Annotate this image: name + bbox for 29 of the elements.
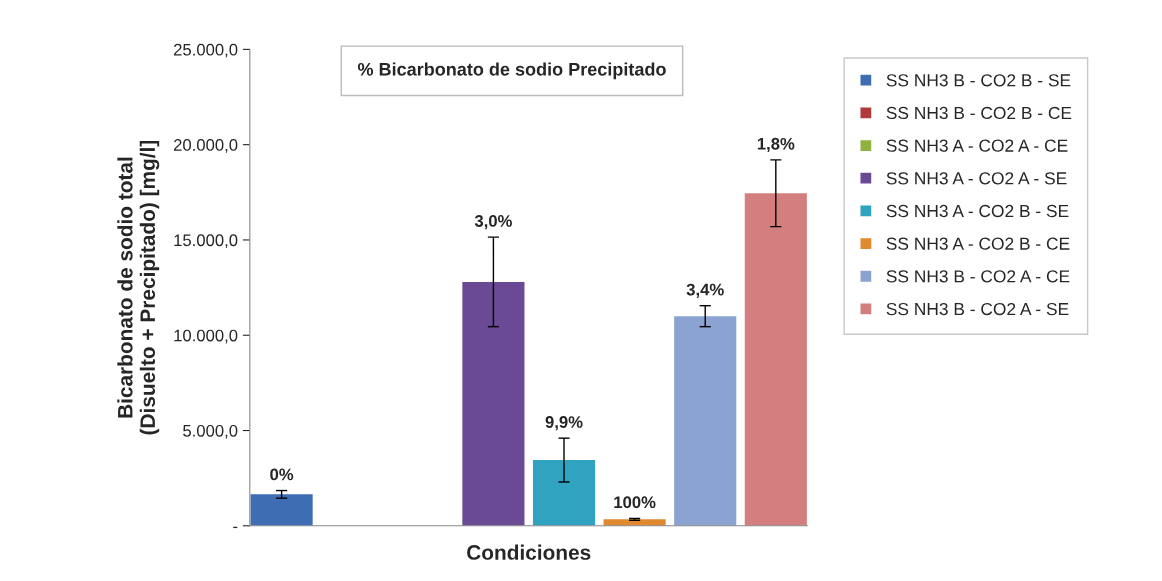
y-tick-label: 20.000,0 (173, 139, 238, 153)
y-tick-label: 5.000,0 (183, 424, 238, 439)
bar (532, 460, 596, 526)
legend-label: SS NH3 A - CO2 A - SE (886, 172, 1067, 185)
bar (674, 316, 737, 526)
x-axis-title: Condiciones (467, 544, 591, 560)
text: % Bicarbonato de sodio Precipitado (357, 62, 666, 80)
legend-label: SS NH3 A - CO2 B - CE (886, 237, 1070, 250)
legend-label: SS NH3 B - CO2 A - CE (886, 270, 1070, 283)
annotation: 1,8% (757, 137, 795, 153)
legend-label: SS NH3 B - CO2 A - SE (886, 302, 1069, 316)
annotation: 0% (270, 468, 294, 481)
bar (250, 494, 313, 526)
bar (462, 281, 525, 526)
annotation: 3,4% (686, 283, 724, 298)
bar (603, 519, 666, 526)
y-tick-label: - (233, 526, 238, 529)
legend-label: SS NH3 B - CO2 B - SE (886, 74, 1071, 87)
annotation: 100% (614, 496, 656, 509)
y-axis-title: Bicarbonato de sodio total (Disuelto + Precipitado) [mg/l] (117, 140, 160, 435)
legend-label: SS NH3 B - CO2 B - CE (886, 106, 1072, 120)
annotation: 9,9% (545, 416, 583, 431)
y-tick-label: 25.000,0 (173, 43, 238, 58)
y-tick-label: 15.000,0 (174, 234, 238, 249)
annotation: 3,0% (474, 215, 512, 230)
legend-label: SS NH3 A - CO2 A - CE (886, 139, 1068, 152)
y-tick-label: 10.000,0 (174, 329, 238, 344)
bar (744, 193, 807, 526)
legend-label: SS NH3 A - CO2 B - SE (886, 204, 1069, 218)
